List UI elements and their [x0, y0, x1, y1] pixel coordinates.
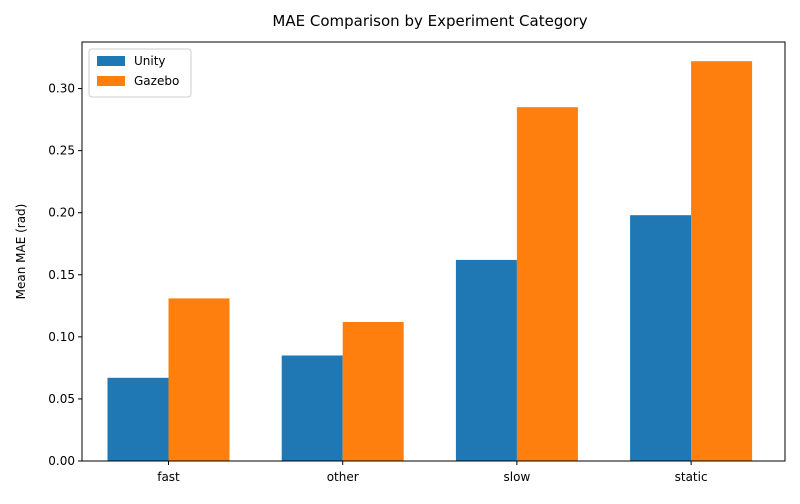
bar-unity-slow [455, 259, 517, 461]
legend-label-unity: Unity [134, 54, 166, 68]
x-tick-label-slow: slow [504, 470, 531, 484]
y-tick-label: 0.05 [48, 392, 75, 406]
y-axis-label: Mean MAE (rad) [14, 204, 28, 300]
legend: Unity Gazebo [88, 48, 192, 98]
bar-gazebo-fast [168, 298, 230, 461]
y-tick-label: 0.30 [48, 82, 75, 96]
bar-gazebo-other [342, 322, 404, 461]
x-tick-label-fast: fast [157, 470, 180, 484]
ticks-group: fast other slow static 0.00 0.05 0.10 0.15 0.20 0… [48, 82, 707, 484]
legend-swatch-unity [97, 56, 125, 66]
bar-unity-static [630, 215, 692, 461]
bar-unity-other [281, 355, 343, 461]
y-tick-label: 0.00 [48, 454, 75, 468]
y-tick-label: 0.20 [48, 206, 75, 220]
bar-unity-fast [107, 377, 169, 461]
x-tick-label-other: other [327, 470, 359, 484]
y-tick-label: 0.15 [48, 268, 75, 282]
y-tick-label: 0.10 [48, 330, 75, 344]
bars-group [107, 61, 753, 461]
plot-frame [81, 41, 786, 462]
x-tick-label-static: static [675, 470, 708, 484]
legend-label-gazebo: Gazebo [134, 74, 179, 88]
bar-gazebo-slow [516, 107, 578, 461]
legend-swatch-gazebo [97, 76, 125, 86]
y-tick-label: 0.25 [48, 144, 75, 158]
bar-gazebo-static [691, 61, 753, 461]
chart-title: MAE Comparison by Experiment Category [272, 12, 587, 30]
